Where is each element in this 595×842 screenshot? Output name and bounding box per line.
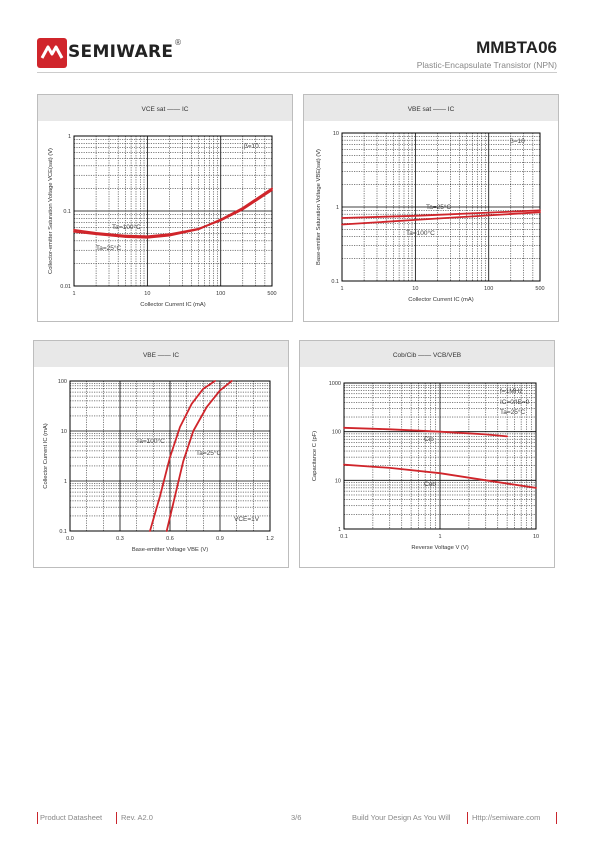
y-tick-label: 1 — [338, 527, 341, 533]
footer-slogan: Build Your Design As You Will — [352, 813, 451, 822]
chart-title: VCE sat —— IC — [142, 106, 189, 113]
y-tick-label: 1000 — [329, 381, 341, 387]
chart-annotation: Ta=100°C — [136, 437, 165, 445]
x-tick-label: 500 — [535, 286, 544, 292]
series-line-ta-100-c — [341, 211, 541, 226]
chart-title-band — [304, 95, 558, 121]
x-tick-label: 0.9 — [216, 536, 224, 542]
series-line-ta-25-c — [341, 209, 541, 219]
chart-title: VBE —— IC — [143, 352, 179, 359]
x-axis-label: Base-emitter Voltage VBE (V) — [132, 547, 208, 553]
chart-annotation: Ta=25°C — [96, 244, 121, 252]
chart-panel-vcesat: VCE sat —— IC 1 10 100 500 0.01 0.1 1 Collector … — [37, 94, 293, 322]
chart-title-band — [38, 95, 292, 121]
x-tick-label: 100 — [484, 286, 493, 292]
chart-title-band — [34, 341, 288, 367]
x-tick-label: 10 — [533, 534, 539, 540]
header-divider — [37, 72, 557, 73]
y-tick-label: 0.1 — [63, 209, 71, 215]
y-axis-label: Base-emitter Saturation Voltage VBE(sat)… — [316, 149, 322, 265]
plot-frame — [343, 382, 537, 530]
series-line-ta-100-c — [73, 189, 273, 238]
chart-annotation: Ta=100°C — [112, 223, 141, 231]
x-tick-label: 1.2 — [266, 536, 274, 542]
part-number: MMBTA06 — [476, 38, 557, 57]
y-tick-label: 1 — [64, 479, 67, 485]
series-line-ta-100-c — [149, 380, 216, 532]
chart-vbe: VBE —— IC 0.0 0.3 0.6 0.9 1.2 0.1 1 10 100 Base-em… — [34, 341, 288, 553]
footer-url[interactable]: Http://semiware.com — [472, 813, 541, 822]
chart-annotation: Cib — [424, 436, 434, 443]
chart-title: Cob/Cib —— VCB/VEB — [393, 352, 461, 359]
y-tick-label: 100 — [332, 430, 341, 436]
semiware-logo-icon — [37, 38, 67, 68]
series-line-ta-25-c — [165, 380, 233, 532]
y-axis-label: Collector-emitter Saturation Voltage VCE… — [48, 148, 54, 274]
x-tick-label: 10 — [144, 291, 150, 297]
chart-panel-capacitance: Cob/Cib —— VCB/VEB 0.1 1 10 1 10 100 1000 Revers… — [299, 340, 555, 568]
series-line-cib — [343, 426, 509, 438]
chart-annotation: Cob — [424, 481, 436, 488]
plot-frame — [73, 135, 273, 287]
chart-annotation: Ta=25°C — [426, 203, 451, 211]
registered-mark: ® — [174, 38, 182, 47]
y-tick-label: 0.1 — [331, 279, 339, 285]
x-tick-label: 100 — [216, 291, 225, 297]
x-tick-label: 0.1 — [340, 534, 348, 540]
x-axis-label: Collector Current IC (mA) — [408, 297, 473, 303]
y-tick-label: 10 — [333, 131, 339, 137]
y-tick-label: 0.01 — [60, 284, 71, 290]
brand-name: SEMIWARE — [68, 42, 174, 62]
x-tick-label: 0.3 — [116, 536, 124, 542]
y-tick-label: 0.1 — [59, 529, 67, 535]
chart-grid — [73, 135, 273, 287]
chart-annotation: f=1MHz — [500, 388, 523, 395]
x-axis-label: Reverse Voltage V (V) — [411, 545, 468, 551]
footer-page-number: 3/6 — [291, 813, 302, 822]
chart-annotation: β=10 — [510, 138, 525, 145]
series-line-cob — [343, 463, 537, 489]
y-tick-label: 10 — [61, 429, 67, 435]
chart-annotation: Ta=100°C — [406, 229, 435, 237]
x-tick-label: 10 — [412, 286, 418, 292]
footer-doc-type: Product Datasheet — [40, 813, 103, 822]
y-tick-label: 100 — [58, 379, 67, 385]
part-description: Plastic-Encapsulate Transistor (NPN) — [416, 60, 557, 70]
chart-panel-vbe: VBE —— IC 0.0 0.3 0.6 0.9 1.2 0.1 1 10 100 Base-em… — [33, 340, 289, 568]
chart-title-band — [300, 341, 554, 367]
x-tick-label: 0.6 — [166, 536, 174, 542]
footer-revision: Rev. A2.0 — [121, 813, 153, 822]
chart-panel-vbesat: VBE sat —— IC 1 10 100 500 0.1 1 10 Collector Cu… — [303, 94, 559, 322]
x-tick-label: 0.0 — [66, 536, 74, 542]
chart-annotation: VCE=1V — [234, 516, 260, 523]
y-tick-label: 1 — [68, 134, 71, 140]
chart-annotation: IC=0/IE=0 — [500, 399, 530, 406]
series-line-ta-25-c — [73, 187, 273, 239]
chart-annotation: Ta=25°C — [196, 449, 221, 457]
chart-annotation: Ta=25°C — [500, 408, 525, 416]
y-tick-label: 10 — [335, 478, 341, 484]
plot-frame — [69, 380, 271, 532]
chart-vcesat: VCE sat —— IC 1 10 100 500 0.01 0.1 1 Collector … — [38, 95, 292, 308]
page-footer: Product Datasheet Rev. A2.0 3/6 Build Yo… — [37, 812, 557, 826]
x-tick-label: 500 — [267, 291, 276, 297]
chart-annotation: β=10 — [244, 143, 259, 150]
x-tick-label: 1 — [438, 534, 441, 540]
x-tick-label: 1 — [72, 291, 75, 297]
y-axis-label: Collector Current IC (mA) — [43, 423, 49, 488]
chart-title: VBE sat —— IC — [408, 106, 455, 113]
y-tick-label: 1 — [336, 205, 339, 211]
plot-frame — [341, 132, 541, 282]
x-axis-label: Collector Current IC (mA) — [140, 302, 205, 308]
y-axis-label: Capacitance C (pF) — [312, 431, 318, 481]
x-tick-label: 1 — [340, 286, 343, 292]
